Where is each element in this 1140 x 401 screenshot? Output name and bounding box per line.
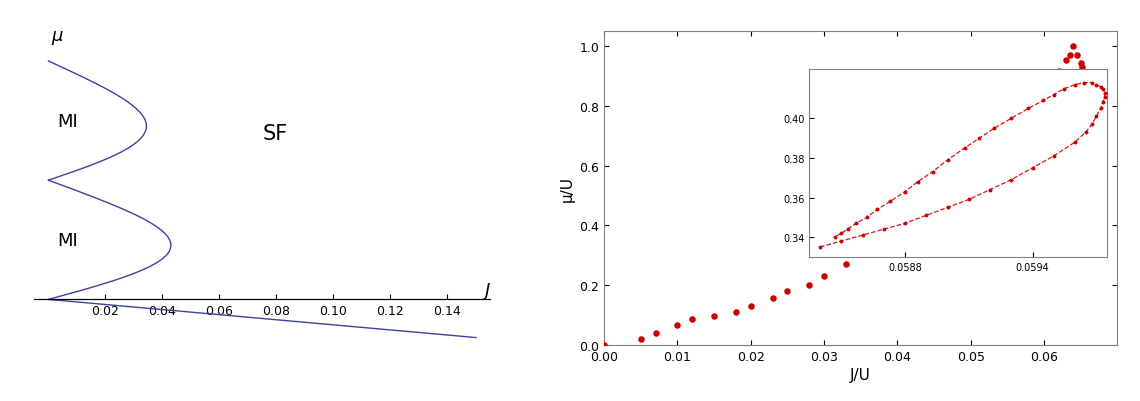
Point xyxy=(1075,73,1093,80)
Point xyxy=(1060,53,1078,59)
Text: SF: SF xyxy=(262,123,287,143)
Point xyxy=(705,313,723,320)
Point xyxy=(1072,60,1090,67)
Point xyxy=(1070,90,1089,96)
Point xyxy=(742,303,760,309)
Text: $\mu$: $\mu$ xyxy=(51,28,64,47)
Point xyxy=(646,330,665,336)
Point xyxy=(873,242,891,248)
Point xyxy=(1060,117,1078,123)
Point xyxy=(888,231,906,238)
Point xyxy=(764,296,782,302)
Point xyxy=(595,342,613,348)
Point xyxy=(668,322,686,329)
Point xyxy=(779,288,797,294)
Point xyxy=(815,273,833,279)
Point xyxy=(727,309,746,315)
Point xyxy=(1057,129,1075,135)
Point xyxy=(837,261,855,267)
Point xyxy=(852,251,870,257)
Point xyxy=(1067,99,1085,105)
Point xyxy=(683,316,701,323)
Point xyxy=(1057,57,1075,64)
Point xyxy=(947,194,966,200)
Point xyxy=(1064,44,1082,50)
X-axis label: J/U: J/U xyxy=(850,367,871,382)
Point xyxy=(1050,69,1068,75)
Point xyxy=(910,215,928,221)
Y-axis label: μ/U: μ/U xyxy=(560,176,576,201)
Point xyxy=(999,148,1017,154)
Point xyxy=(984,169,1002,175)
Point xyxy=(1027,105,1045,111)
Point xyxy=(961,182,979,189)
Point xyxy=(1020,127,1039,134)
Point xyxy=(632,336,650,342)
Text: MI: MI xyxy=(57,231,78,249)
Point xyxy=(1050,148,1068,154)
Text: $J$: $J$ xyxy=(482,280,491,301)
Point xyxy=(1035,93,1053,99)
Text: MI: MI xyxy=(57,112,78,130)
Point xyxy=(800,282,819,288)
Point xyxy=(1042,81,1060,87)
Point xyxy=(1068,53,1086,59)
Point xyxy=(925,205,943,211)
Point xyxy=(1064,106,1082,113)
Point xyxy=(1073,65,1091,71)
Point xyxy=(1073,83,1091,89)
